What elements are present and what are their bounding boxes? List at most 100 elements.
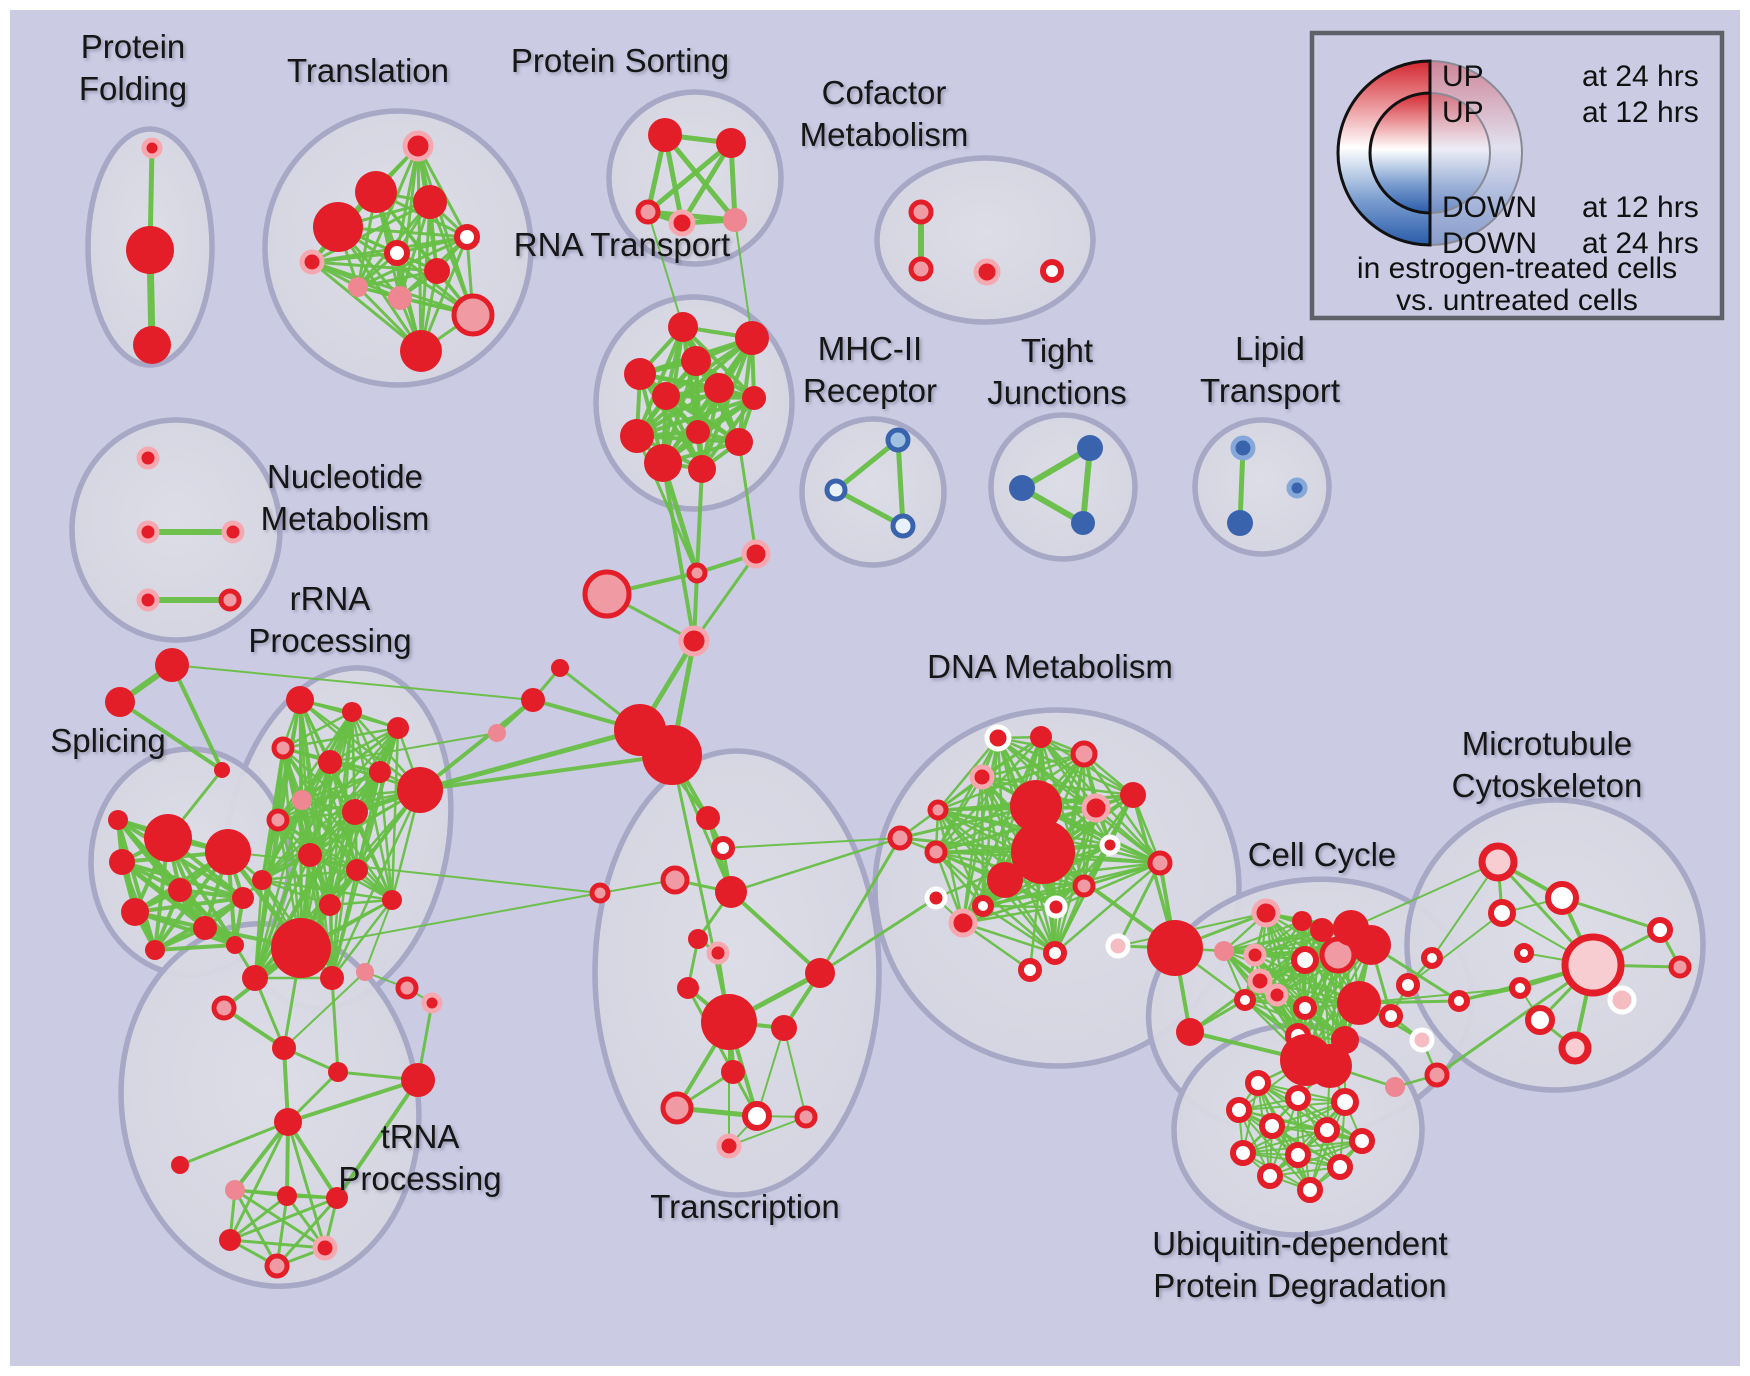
cluster-label-tight-junctions: Tight <box>1021 332 1093 369</box>
node-d9 <box>1011 820 1075 884</box>
node-u4 <box>401 1063 435 1097</box>
edge <box>783 1027 807 1118</box>
edge <box>981 861 1162 908</box>
edge <box>364 899 393 973</box>
cluster-ellipse-transcription <box>592 748 882 1198</box>
node-w6 <box>1314 1117 1340 1143</box>
edge <box>335 1078 420 1200</box>
node-z8 <box>1525 1005 1555 1035</box>
edge <box>961 921 1057 955</box>
node-w4 <box>1226 1097 1252 1123</box>
legend-direction-3: DOWN <box>1442 227 1537 260</box>
node-b2 <box>488 724 506 742</box>
node-w3 <box>1331 1088 1359 1116</box>
edge <box>1053 861 1162 955</box>
cluster-label-mhc-ii-receptor: Receptor <box>803 372 937 409</box>
node-k11 <box>721 1060 745 1084</box>
edge <box>679 140 734 226</box>
node-d16 <box>1072 874 1096 898</box>
node-q17 <box>320 966 344 990</box>
cluster-label-rrna-processing: rRNA <box>290 580 371 617</box>
node-d19 <box>1018 958 1042 982</box>
edge <box>700 336 754 471</box>
cluster-label-splicing: Splicing <box>50 722 166 759</box>
node-d1 <box>984 724 1012 752</box>
node-x1 <box>155 648 189 682</box>
labels-layer: Protein Folding Translation Protein Sorting… <box>50 28 1642 1304</box>
node-b1 <box>521 688 545 712</box>
node-q5 <box>318 750 342 774</box>
cluster-ellipse-lipid-transport <box>1192 417 1332 557</box>
node-t4 <box>413 185 447 219</box>
cluster-label-translation: Translation <box>287 52 449 89</box>
edge <box>1238 1109 1363 1142</box>
node-d11 <box>1099 834 1121 856</box>
edge <box>1309 1101 1346 1191</box>
edge <box>329 732 498 763</box>
node-k4 <box>715 876 747 908</box>
node-v7 <box>193 916 217 940</box>
legend-node-glyph <box>1429 91 1491 215</box>
node-u12 <box>264 1253 290 1279</box>
node-r9 <box>686 420 710 444</box>
edge <box>980 775 985 908</box>
cluster-label-mhc-ii-receptor: MHC-II <box>818 330 922 367</box>
node-l1 <box>1230 435 1256 461</box>
node-g1 <box>356 963 374 981</box>
node-v10 <box>108 810 128 830</box>
edge <box>980 752 1086 779</box>
node-s3 <box>635 199 661 225</box>
node-r12 <box>688 455 716 483</box>
edge <box>310 200 432 264</box>
edge <box>170 663 224 772</box>
node-w9 <box>1285 1142 1311 1168</box>
node-c4 <box>1040 259 1064 283</box>
node-v5 <box>232 887 254 909</box>
node-h2 <box>741 539 771 569</box>
cluster-label-tight-junctions: Junctions <box>987 374 1126 411</box>
node-d12 <box>1147 850 1173 876</box>
node-r4 <box>681 346 711 376</box>
node-r8 <box>620 419 654 453</box>
edge <box>227 851 601 894</box>
node-d13 <box>924 840 948 864</box>
edge <box>356 269 439 289</box>
node-r7 <box>742 386 766 410</box>
node-r3 <box>624 358 656 390</box>
edge <box>833 487 906 529</box>
node-u11 <box>312 1235 338 1261</box>
node-t8 <box>348 277 368 297</box>
node-q6 <box>369 761 391 783</box>
cluster-label-lipid-transport: Transport <box>1200 372 1340 409</box>
cluster-label-microtubule-cytoskeleton: Microtubule <box>1462 725 1633 762</box>
edge <box>353 810 394 902</box>
edge <box>281 746 303 950</box>
edge <box>116 818 157 952</box>
edge <box>233 1188 279 1268</box>
node-n5 <box>218 588 242 612</box>
cluster-label-transcription: Transcription <box>650 1188 840 1225</box>
node-z3 <box>1488 899 1516 927</box>
node-u6 <box>171 1156 189 1174</box>
edge <box>936 736 1000 812</box>
node-h3 <box>582 569 632 619</box>
edge <box>981 884 1086 908</box>
edge <box>1269 1097 1299 1177</box>
node-t11 <box>400 330 442 372</box>
node-z5 <box>1509 977 1531 999</box>
node-u10 <box>219 1229 241 1251</box>
node-x2 <box>105 687 135 717</box>
node-r2 <box>735 321 769 355</box>
node-r10 <box>725 428 753 456</box>
node-v3 <box>109 849 135 875</box>
node-d4 <box>969 764 995 790</box>
edge <box>728 1116 807 1147</box>
edge <box>1242 1129 1328 1154</box>
node-d14 <box>972 895 994 917</box>
edge <box>228 1120 290 1242</box>
edge <box>1222 919 1304 953</box>
cluster-label-protein-folding: Folding <box>79 70 187 107</box>
node-w7 <box>1349 1128 1375 1154</box>
cluster-label-cofactor-metabolism: Cofactor <box>822 74 947 111</box>
node-d23 <box>924 886 948 910</box>
